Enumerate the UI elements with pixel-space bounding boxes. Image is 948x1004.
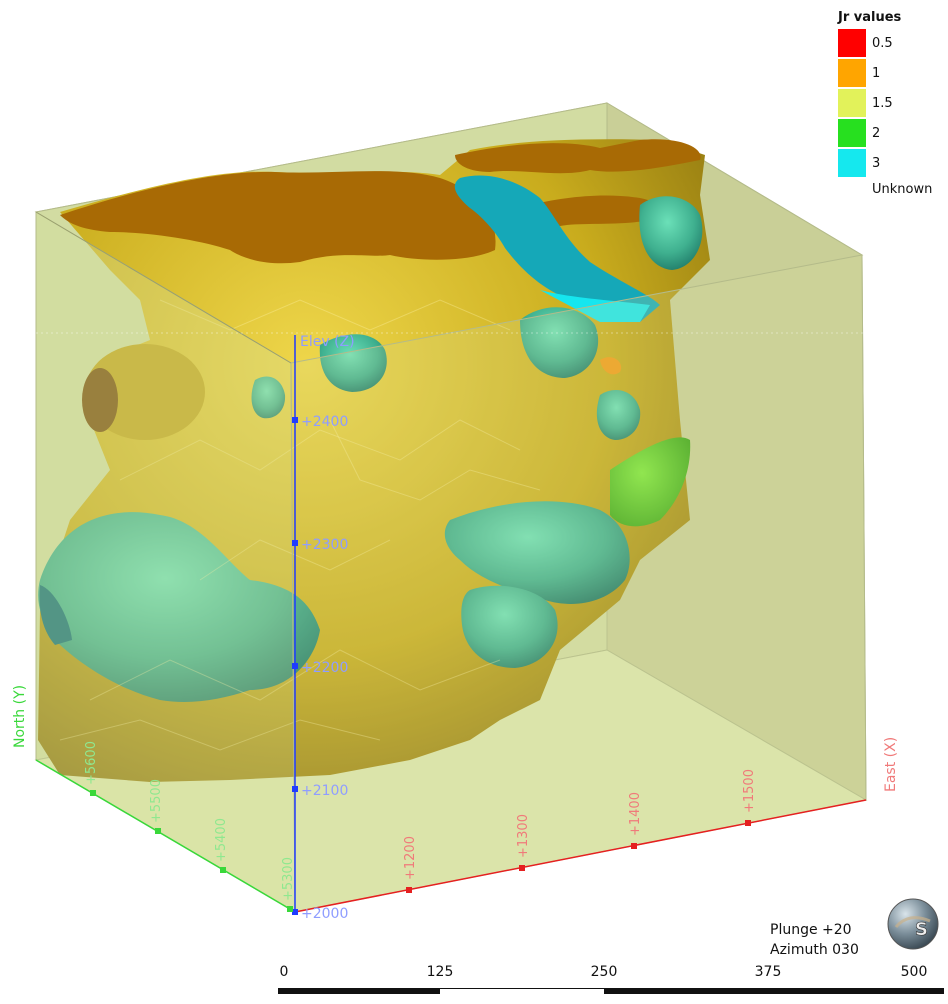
azimuth-readout: Azimuth 030	[770, 942, 859, 958]
axis-tick-layer: +2000 +2100 +2200 +2300 +2400 Elev (Z) +5300 +5…	[12, 334, 899, 922]
east-tick-label: +1500	[742, 769, 757, 813]
scale-label-2: 250	[590, 964, 618, 980]
axis-north	[35, 759, 296, 913]
legend-item: 3	[838, 148, 946, 178]
elev-tick-mark	[292, 417, 298, 423]
svg-text:S: S	[915, 919, 928, 940]
elev-tick-mark	[292, 786, 298, 792]
legend-item-unknown: Unknown	[838, 178, 946, 200]
scale-segment-2	[440, 988, 604, 994]
legend-label: 3	[872, 155, 881, 171]
elev-tick-mark	[292, 909, 298, 915]
east-tick-mark	[745, 820, 751, 826]
elev-tick-label: +2300	[301, 537, 348, 553]
legend-items: 0.5 1 1.5 2 3	[838, 28, 946, 178]
jr-isosurface-bodies	[38, 139, 710, 783]
north-tick-mark	[287, 906, 293, 912]
legend-item: 1	[838, 58, 946, 88]
view-orientation-info: Plunge +20 Azimuth 030	[770, 920, 859, 960]
legend-label: 1.5	[872, 95, 893, 111]
east-tick-label: +1200	[403, 836, 418, 880]
elev-axis-title: Elev (Z)	[300, 334, 355, 350]
view-orientation-ball-icon[interactable]: S	[886, 897, 940, 951]
north-tick-label: +5300	[281, 857, 296, 901]
legend-unknown-label: Unknown	[872, 181, 933, 197]
mesh-facet-lines	[59, 299, 541, 751]
legend-label: 0.5	[872, 35, 893, 51]
scale-label-3: 375	[754, 964, 782, 980]
elev-tick-label: +2200	[301, 660, 348, 676]
legend-item: 2	[838, 118, 946, 148]
scale-bar: 0 125 250 375 500	[278, 964, 944, 1004]
elev-tick-label: +2400	[301, 414, 348, 430]
legend-title: Jr values	[838, 10, 902, 25]
north-tick-mark	[155, 828, 161, 834]
elev-tick-label: +2100	[301, 783, 348, 799]
north-tick-label: +5600	[84, 741, 99, 785]
east-tick-mark	[519, 865, 525, 871]
bounding-box-front	[35, 211, 948, 913]
legend-swatch	[838, 149, 866, 177]
elev-tick-mark	[292, 663, 298, 669]
legend-item: 0.5	[838, 28, 946, 58]
east-tick-label: +1300	[516, 814, 531, 858]
axis-east	[294, 799, 867, 913]
jr-values-legend: Jr values 0.5 1 1.5 2 3 Unknown	[838, 8, 946, 200]
east-tick-label: +1400	[628, 792, 643, 836]
scale-segment-1	[278, 988, 440, 994]
scale-label-4: 500	[900, 964, 928, 980]
legend-item: 1.5	[838, 88, 946, 118]
north-tick-mark	[220, 867, 226, 873]
scale-segment-4	[768, 988, 944, 994]
scale-segment-3	[604, 988, 768, 994]
legend-label: 1	[872, 65, 881, 81]
scale-label-0: 0	[279, 964, 289, 980]
north-tick-label: +5400	[214, 818, 229, 862]
north-tick-label: +5500	[149, 779, 164, 823]
east-tick-mark	[406, 887, 412, 893]
east-tick-mark	[631, 843, 637, 849]
legend-swatch	[838, 119, 866, 147]
north-axis-title: North (Y)	[12, 685, 28, 748]
legend-swatch	[838, 59, 866, 87]
legend-swatch	[838, 89, 866, 117]
elev-tick-mark	[292, 540, 298, 546]
north-tick-mark	[90, 790, 96, 796]
legend-label: 2	[872, 125, 881, 141]
elev-tick-label: +2000	[301, 906, 348, 922]
legend-swatch	[838, 29, 866, 57]
east-axis-title: East (X)	[883, 737, 899, 792]
scale-label-1: 125	[426, 964, 454, 980]
plunge-readout: Plunge +20	[770, 922, 852, 938]
